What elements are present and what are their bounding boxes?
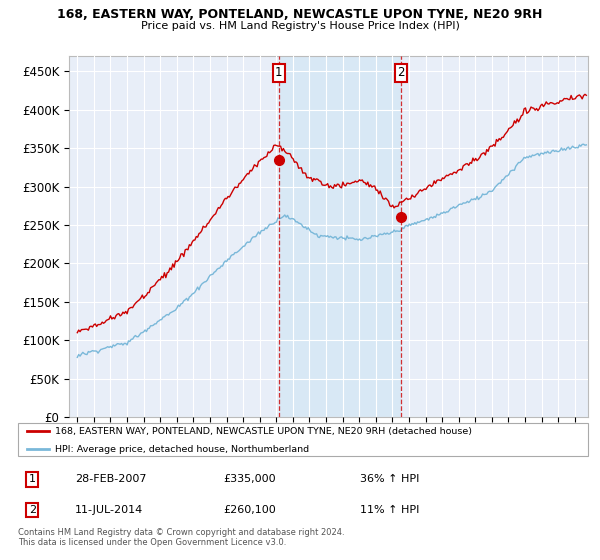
Text: 28-FEB-2007: 28-FEB-2007 (75, 474, 146, 484)
Text: 168, EASTERN WAY, PONTELAND, NEWCASTLE UPON TYNE, NE20 9RH (detached house): 168, EASTERN WAY, PONTELAND, NEWCASTLE U… (55, 427, 472, 436)
Text: Price paid vs. HM Land Registry's House Price Index (HPI): Price paid vs. HM Land Registry's House … (140, 21, 460, 31)
Text: 2: 2 (29, 505, 36, 515)
Text: HPI: Average price, detached house, Northumberland: HPI: Average price, detached house, Nort… (55, 445, 309, 454)
Text: 1: 1 (275, 67, 283, 80)
Text: This data is licensed under the Open Government Licence v3.0.: This data is licensed under the Open Gov… (18, 538, 286, 547)
Text: 1: 1 (29, 474, 36, 484)
Text: 36% ↑ HPI: 36% ↑ HPI (360, 474, 419, 484)
Text: Contains HM Land Registry data © Crown copyright and database right 2024.: Contains HM Land Registry data © Crown c… (18, 528, 344, 536)
Text: £335,000: £335,000 (223, 474, 276, 484)
Bar (279, 56, 401, 417)
Text: £260,100: £260,100 (223, 505, 276, 515)
Text: 11% ↑ HPI: 11% ↑ HPI (360, 505, 419, 515)
Text: 168, EASTERN WAY, PONTELAND, NEWCASTLE UPON TYNE, NE20 9RH: 168, EASTERN WAY, PONTELAND, NEWCASTLE U… (58, 8, 542, 21)
Text: 11-JUL-2014: 11-JUL-2014 (75, 505, 143, 515)
FancyBboxPatch shape (18, 423, 588, 456)
Text: 2: 2 (397, 67, 405, 80)
